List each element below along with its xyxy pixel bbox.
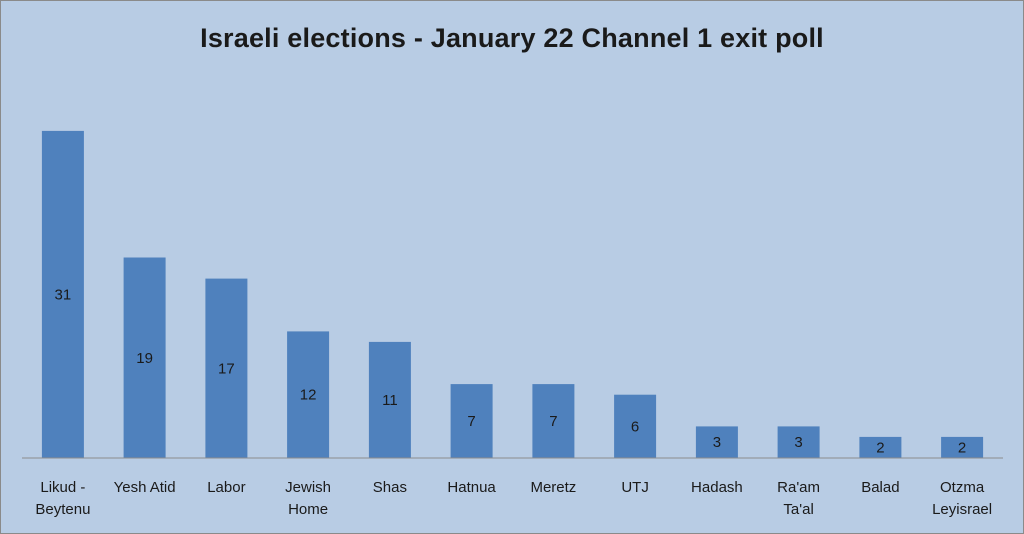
x-tick-label: Otzma Leyisrael — [932, 479, 992, 518]
bar — [777, 426, 820, 459]
bar — [205, 278, 248, 458]
bar — [123, 257, 166, 458]
x-tick-label: Hadash — [691, 479, 743, 496]
data-label: 11 — [382, 392, 398, 409]
data-label: 3 — [713, 434, 721, 451]
bar — [941, 436, 984, 458]
data-label: 19 — [136, 350, 153, 367]
data-label: 2 — [876, 439, 884, 456]
x-tick-label: Labor — [207, 479, 245, 496]
bar — [532, 384, 575, 458]
data-label: 6 — [631, 418, 639, 435]
x-tick-label: Hatnua — [447, 479, 496, 496]
x-tick-label: Shas — [373, 479, 407, 496]
bar — [450, 384, 493, 458]
bars-layer — [41, 130, 984, 459]
x-tick-label: Jewish Home — [285, 479, 331, 518]
data-label: 12 — [300, 387, 317, 404]
x-tick-label: UTJ — [621, 479, 649, 496]
x-tick-label: Balad — [861, 479, 899, 496]
bar — [695, 426, 738, 459]
x-tick-label: Likud -Beytenu — [35, 479, 90, 518]
bar — [368, 341, 411, 458]
bar — [859, 436, 902, 458]
chart-title: Israeli elections - January 22 Channel 1… — [200, 23, 824, 53]
data-label: 7 — [549, 413, 557, 430]
data-label: 17 — [218, 360, 235, 377]
data-label: 31 — [55, 287, 72, 304]
x-tick-label: Yesh Atid — [114, 479, 176, 496]
labels-layer: 31 Likud -Beytenu 19 Yesh Atid 17 Labor 12 Jewi… — [35, 287, 992, 519]
x-tick-label: Ra'am Ta'al — [777, 479, 820, 518]
bar — [614, 394, 657, 458]
data-label: 3 — [794, 434, 802, 451]
bar — [287, 331, 330, 458]
data-label: 7 — [467, 413, 475, 430]
bar — [41, 130, 84, 458]
x-tick-label: Meretz — [530, 479, 576, 496]
data-label: 2 — [958, 439, 966, 456]
